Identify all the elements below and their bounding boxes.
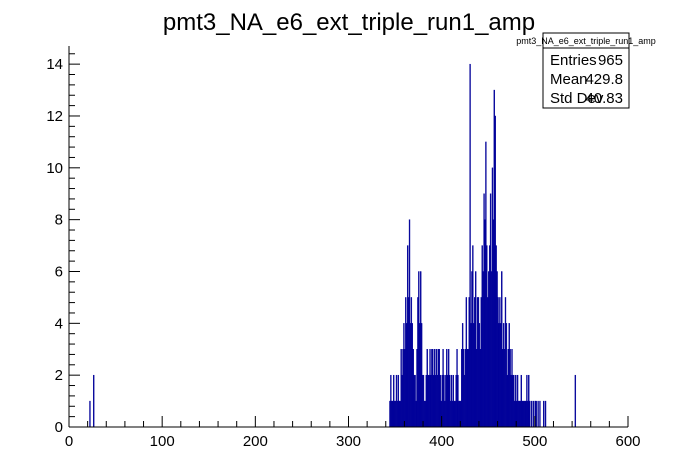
- x-tick-label: 0: [65, 433, 73, 450]
- chart-title: pmt3_NA_e6_ext_triple_run1_amp: [163, 9, 535, 36]
- axes: [68, 46, 629, 428]
- x-tick-label: 500: [522, 433, 547, 450]
- histogram-bin: [543, 400, 545, 428]
- stats-value-std-dev: 40.83: [585, 90, 623, 107]
- y-tick-label: 10: [46, 160, 63, 177]
- y-tick-label: 2: [55, 367, 63, 384]
- histogram-bars: [89, 63, 577, 428]
- y-tick-label: 8: [55, 212, 63, 229]
- x-axis-tick-labels: 0 100 200 300 400 500 600: [65, 433, 641, 450]
- y-tick-label: 14: [46, 56, 63, 73]
- x-tick-label: 100: [150, 433, 175, 450]
- x-tick-label: 300: [336, 433, 361, 450]
- y-tick-label: 0: [55, 419, 63, 436]
- stats-box: pmt3_NA_e6_ext_triple_run1_amp Entries 9…: [516, 32, 656, 109]
- histogram-bin: [89, 400, 91, 428]
- histogram-bin: [539, 400, 541, 428]
- histogram-bin: [535, 400, 537, 428]
- stats-value-entries: 965: [598, 52, 623, 69]
- histogram-bin: [529, 400, 531, 428]
- histogram-bin: [574, 374, 577, 428]
- y-axis-tick-labels: 0 2 4 6 8 10 12 14: [46, 56, 63, 436]
- histogram-bin: [537, 400, 539, 428]
- stats-label-mean: Mean: [550, 71, 588, 88]
- histogram-bin: [93, 374, 95, 428]
- histogram-bin: [532, 400, 535, 428]
- stats-value-mean: 429.8: [585, 71, 623, 88]
- histogram-bin: [530, 400, 533, 428]
- stats-label-entries: Entries: [550, 52, 597, 69]
- stats-box-frame: [542, 32, 630, 109]
- stats-label-std-dev: Std Dev: [550, 90, 604, 107]
- stats-box-title: pmt3_NA_e6_ext_triple_run1_amp: [516, 36, 656, 46]
- x-tick-label: 600: [615, 433, 640, 450]
- x-tick-label: 200: [243, 433, 268, 450]
- y-tick-label: 12: [46, 108, 63, 125]
- x-tick-label: 400: [429, 433, 454, 450]
- y-tick-label: 6: [55, 263, 63, 280]
- y-tick-label: 4: [55, 315, 63, 332]
- histogram-bin: [544, 400, 547, 428]
